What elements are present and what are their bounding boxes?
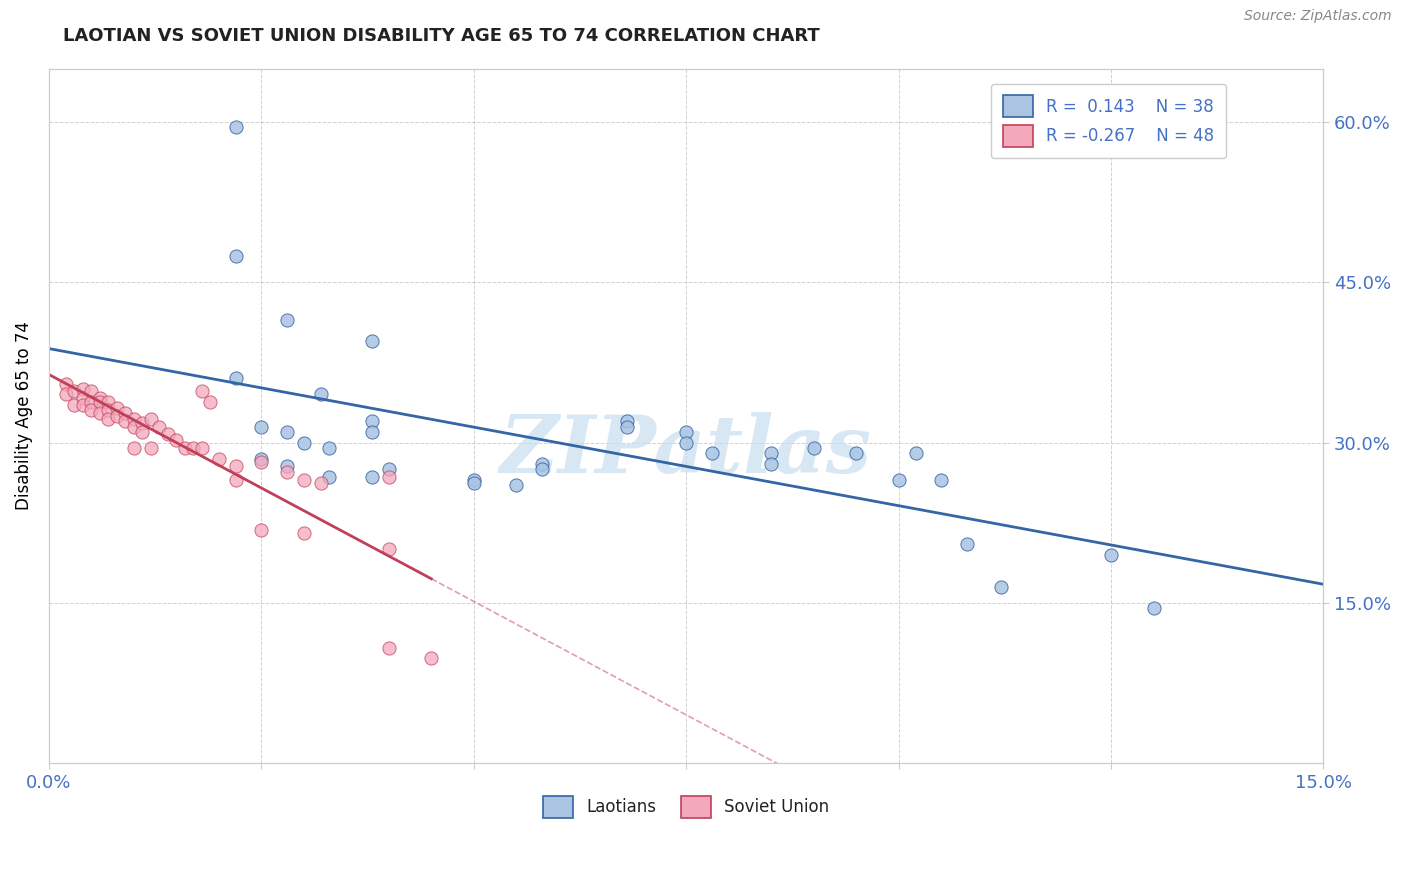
Point [250, 419, 273, 434]
Point [276, 312, 298, 326]
Point [700, 446, 723, 460]
Point [191, 441, 214, 455]
Point [1142, 601, 1164, 615]
Point [122, 412, 145, 426]
Point [225, 120, 247, 135]
Point [72, 398, 94, 412]
Legend: Laotians, Soviet Union: Laotians, Soviet Union [536, 789, 837, 824]
Point [80, 384, 103, 399]
Point [360, 414, 382, 428]
Point [114, 406, 136, 420]
Point [200, 395, 222, 409]
Point [378, 640, 401, 655]
Text: LAOTIAN VS SOVIET UNION DISABILITY AGE 65 TO 74 CORRELATION CHART: LAOTIAN VS SOVIET UNION DISABILITY AGE 6… [63, 27, 820, 45]
Point [803, 441, 825, 455]
Point [318, 441, 340, 455]
Point [845, 446, 868, 460]
Point [616, 419, 638, 434]
Point [292, 473, 315, 487]
Text: ZIPatlas: ZIPatlas [501, 412, 872, 490]
Point [122, 419, 145, 434]
Point [89, 395, 111, 409]
Point [105, 401, 128, 416]
Point [420, 651, 443, 665]
Point [250, 455, 273, 469]
Point [225, 371, 247, 385]
Point [63, 384, 86, 399]
Point [378, 542, 401, 557]
Point [530, 457, 553, 471]
Point [955, 537, 977, 551]
Point [378, 469, 401, 483]
Point [165, 434, 187, 448]
Point [114, 414, 136, 428]
Point [183, 441, 205, 455]
Point [225, 248, 247, 262]
Point [139, 412, 162, 426]
Point [131, 425, 153, 439]
Point [174, 441, 197, 455]
Point [131, 417, 153, 431]
Point [72, 391, 94, 405]
Point [191, 384, 214, 399]
Point [292, 435, 315, 450]
Y-axis label: Disability Age 65 to 74: Disability Age 65 to 74 [15, 321, 32, 510]
Point [360, 425, 382, 439]
Point [105, 409, 128, 423]
Point [887, 473, 910, 487]
Point [616, 414, 638, 428]
Point [276, 425, 298, 439]
Point [360, 469, 382, 483]
Point [89, 391, 111, 405]
Point [309, 476, 332, 491]
Point [759, 457, 782, 471]
Point [675, 425, 697, 439]
Point [276, 466, 298, 480]
Point [148, 419, 170, 434]
Point [63, 398, 86, 412]
Point [675, 435, 697, 450]
Point [80, 403, 103, 417]
Point [122, 441, 145, 455]
Point [904, 446, 927, 460]
Point [318, 469, 340, 483]
Point [309, 387, 332, 401]
Point [72, 382, 94, 396]
Point [929, 473, 952, 487]
Point [225, 458, 247, 473]
Point [208, 451, 231, 466]
Point [97, 403, 120, 417]
Point [360, 334, 382, 348]
Point [89, 406, 111, 420]
Point [97, 412, 120, 426]
Text: Source: ZipAtlas.com: Source: ZipAtlas.com [1244, 9, 1392, 23]
Point [276, 458, 298, 473]
Point [80, 395, 103, 409]
Point [759, 446, 782, 460]
Point [55, 376, 77, 391]
Point [139, 441, 162, 455]
Point [990, 580, 1012, 594]
Point [463, 473, 485, 487]
Point [250, 451, 273, 466]
Point [505, 478, 527, 492]
Point [55, 387, 77, 401]
Point [97, 395, 120, 409]
Point [378, 462, 401, 476]
Point [530, 462, 553, 476]
Point [250, 523, 273, 537]
Point [1099, 548, 1122, 562]
Point [463, 476, 485, 491]
Point [292, 526, 315, 541]
Point [156, 427, 179, 442]
Point [225, 473, 247, 487]
